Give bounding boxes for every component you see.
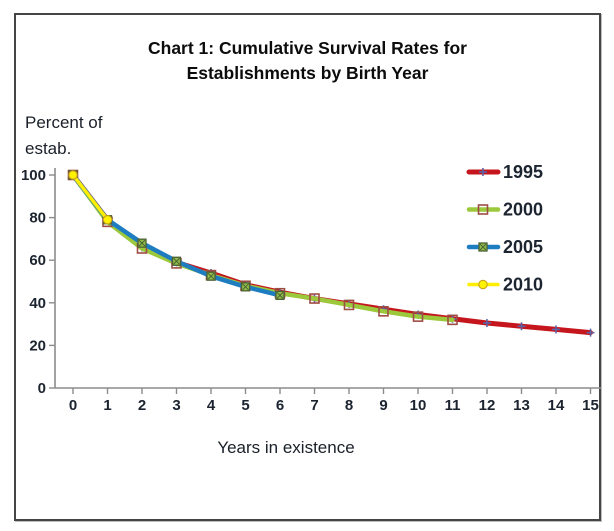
marker-square-icon [378,306,389,317]
y-tick-label: 80 [29,210,46,227]
marker-square-icon [412,311,424,322]
x-tick-label: 4 [207,397,216,414]
x-axis-label: Years in existence [217,438,355,457]
x-tick-label: 11 [445,397,461,414]
x-tick-label: 14 [548,397,565,414]
series-line-2010 [71,173,110,222]
y-tick-label: 20 [29,337,46,354]
series-line-2000 [70,172,455,323]
marker-square-x-icon [276,291,284,299]
y-axis-label: Percent of estab. [25,110,103,162]
marker-circle-icon [102,214,113,225]
marker-circle-icon [478,279,488,290]
x-tick-label: 0 [69,397,77,414]
legend-label-2005: 2005 [503,237,543,257]
marker-square-x-icon [173,257,180,265]
chart-title: Chart 1: Cumulative Survival Rates for E… [14,36,601,86]
chart-title-line1: Chart 1: Cumulative Survival Rates for [148,38,467,58]
legend-item-2000: 2000 [466,200,543,220]
series-2010 [68,170,113,225]
x-tick-label: 2 [138,397,146,414]
marker-square-x-icon [242,283,249,291]
y-axis-label-line2: estab. [25,139,72,158]
marker-square-x-icon [479,243,487,251]
x-tick-label: 10 [410,397,427,414]
legend-label-1995: 1995 [503,162,543,182]
chart-card [14,13,601,521]
x-tick-label: 3 [172,397,180,414]
x-tick-label: 7 [310,397,318,414]
x-tick-label: 9 [379,397,387,414]
series-line-2005 [70,172,283,298]
series-2005 [68,170,285,300]
legend-item-1995: 1995 [466,162,543,182]
legend-item-2005: 2005 [466,237,543,257]
y-tick-label: 100 [21,167,46,184]
marker-square-icon [477,204,489,215]
legend-item-2010: 2010 [467,275,543,295]
y-tick-label: 40 [29,295,46,312]
marker-square-icon [309,293,320,304]
y-tick-label: 0 [38,380,46,397]
y-axis-label-line1: Percent of [25,113,103,132]
x-tick-label: 5 [241,397,249,414]
marker-square-x-icon [207,272,215,280]
x-tick-label: 13 [513,397,530,414]
marker-square-icon [343,299,355,311]
marker-square-x-icon [138,239,146,247]
x-tick-label: 15 [582,397,599,414]
legend-label-2000: 2000 [503,200,543,220]
legend-label-2010: 2010 [503,275,543,295]
marker-square-icon [447,314,458,326]
x-tick-label: 6 [276,397,284,414]
chart-title-line2: Establishments by Birth Year [186,63,429,83]
x-tick-label: 1 [103,397,111,414]
x-tick-label: 12 [479,397,496,414]
marker-circle-icon [68,170,78,180]
y-tick-label: 60 [29,252,46,269]
series-2000 [67,169,458,326]
x-tick-label: 8 [345,397,353,414]
